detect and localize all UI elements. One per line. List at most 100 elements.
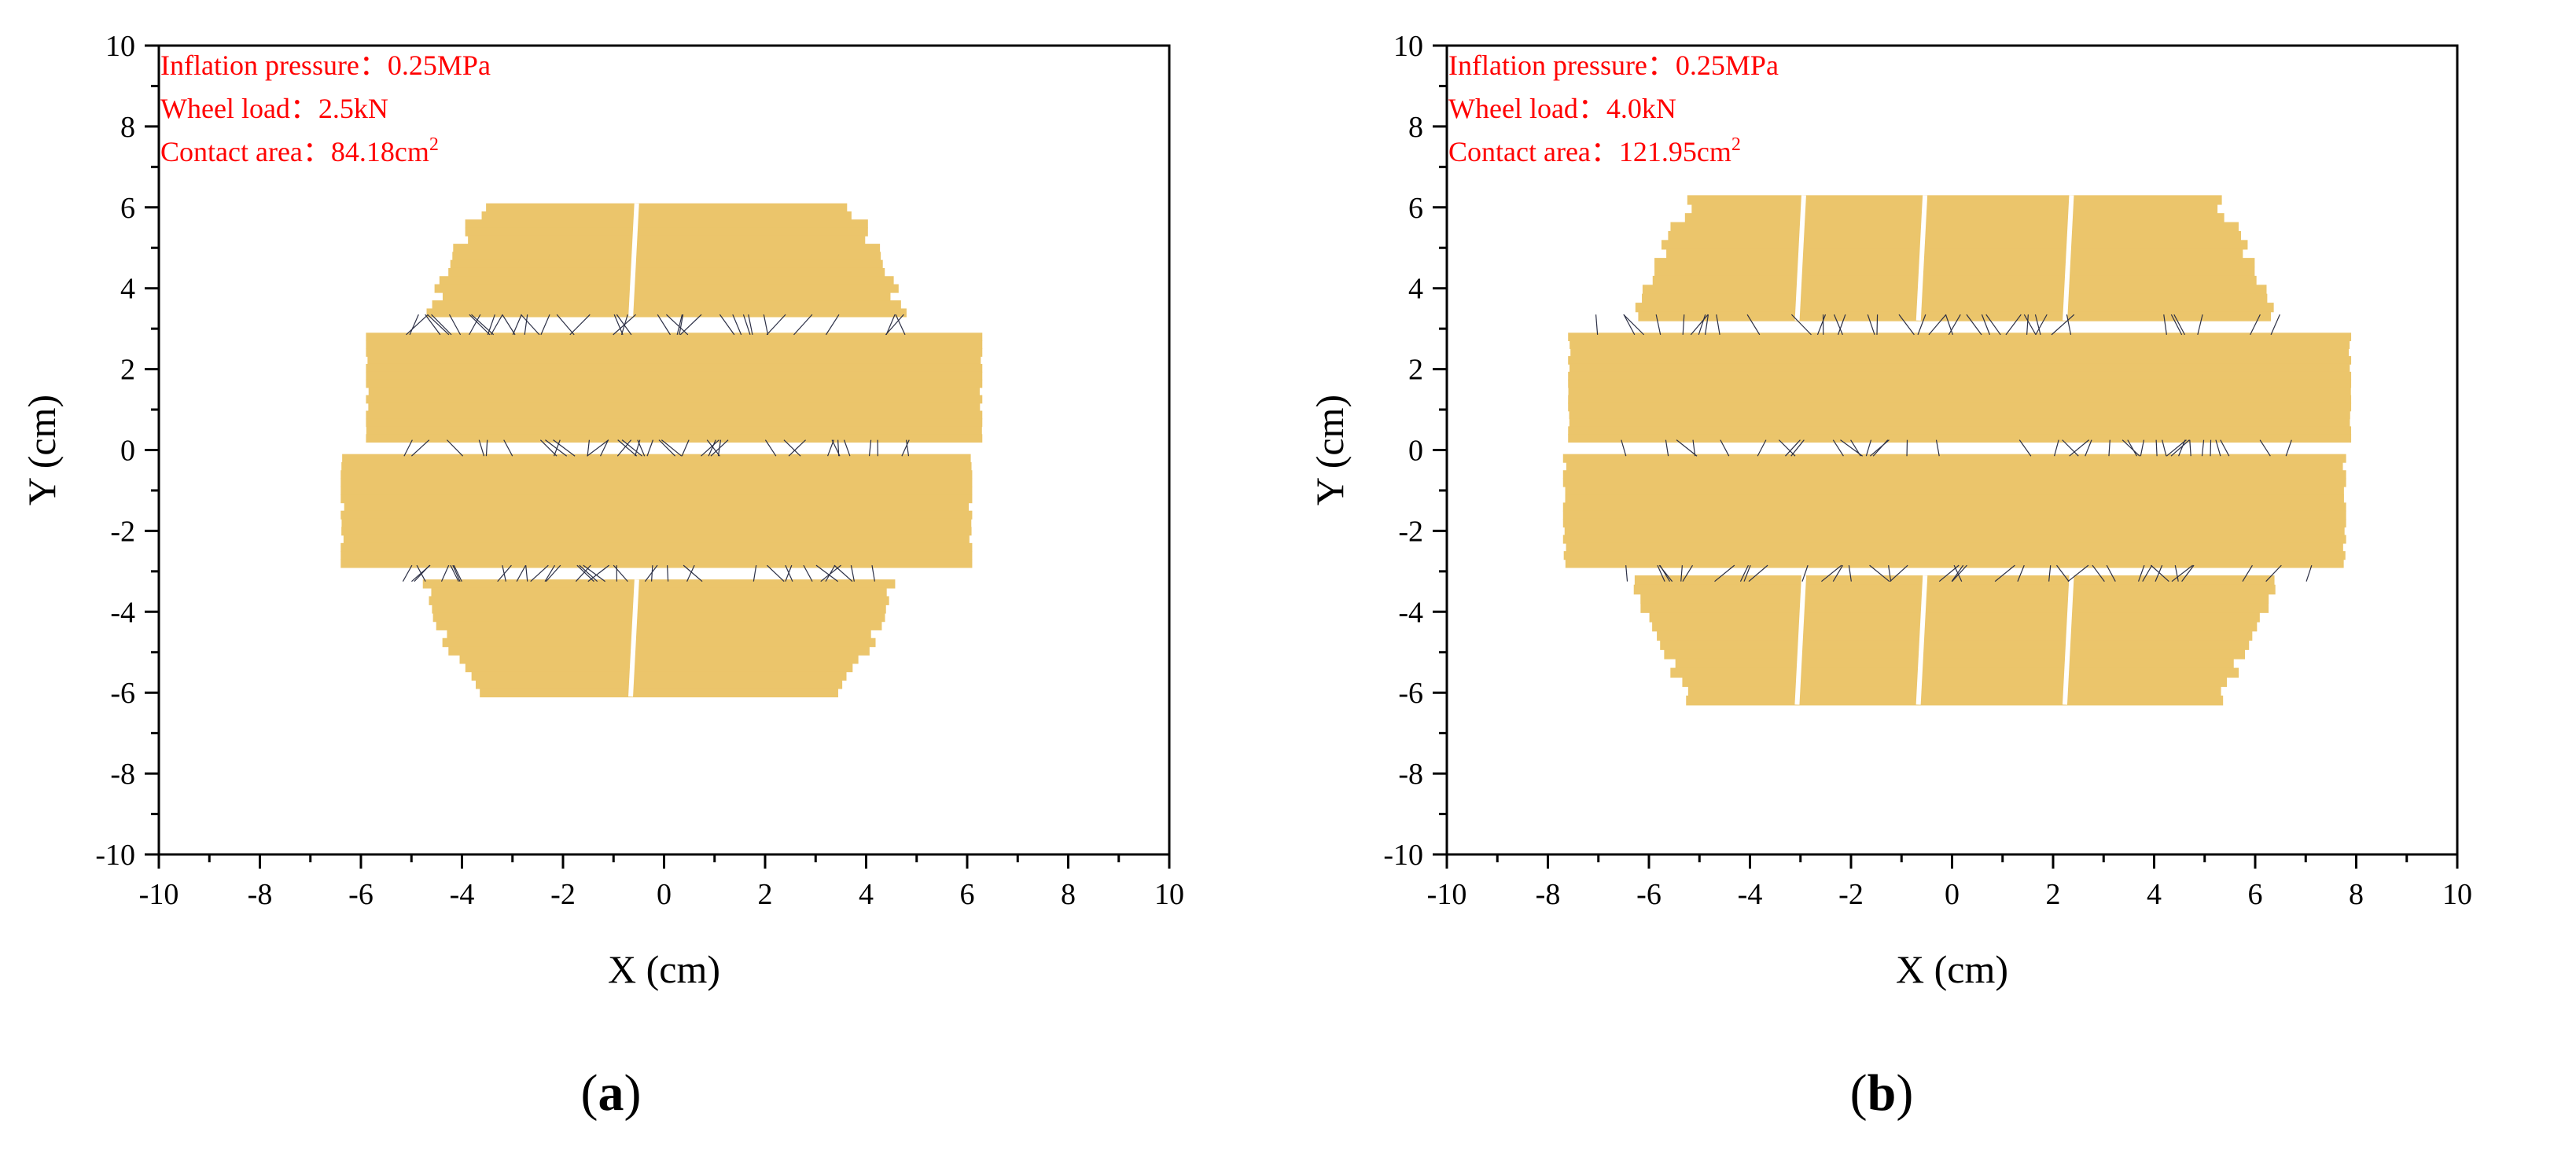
mesh-edge bbox=[766, 314, 786, 336]
contact-patch bbox=[366, 363, 983, 373]
contact-patch bbox=[1660, 640, 2250, 650]
tread-groove bbox=[628, 203, 639, 317]
mesh-edge bbox=[2067, 564, 2089, 582]
mesh-edge bbox=[587, 439, 591, 457]
mesh-edge bbox=[1621, 439, 1627, 457]
mesh-edge bbox=[2035, 314, 2048, 336]
mesh-edge bbox=[2162, 439, 2167, 457]
mesh-edge bbox=[469, 314, 491, 336]
mesh-edge bbox=[868, 439, 872, 457]
mesh-edge bbox=[1623, 314, 1645, 336]
mesh-edge bbox=[764, 439, 777, 457]
mesh-edge bbox=[1657, 564, 1665, 582]
contact-patch bbox=[431, 587, 887, 597]
mesh-edge bbox=[427, 314, 450, 336]
y-tick-label: -8 bbox=[1398, 758, 1423, 791]
mesh-edge bbox=[701, 439, 719, 457]
mesh-edge bbox=[554, 439, 561, 457]
mesh-edge bbox=[2034, 314, 2041, 336]
tread-groove bbox=[2062, 575, 2074, 705]
mesh-edge bbox=[2170, 314, 2183, 336]
mesh-edge bbox=[1665, 439, 1669, 457]
contact-patch bbox=[366, 348, 983, 357]
y-tick-label: -10 bbox=[1383, 839, 1423, 872]
mesh-edge bbox=[644, 564, 658, 582]
contact-patch bbox=[459, 655, 859, 664]
contact-patch bbox=[1638, 311, 2272, 321]
contact-patch bbox=[1654, 258, 2255, 268]
mesh-edge bbox=[1698, 314, 1706, 336]
tread-groove bbox=[2063, 195, 2074, 321]
contact-patch bbox=[439, 276, 894, 285]
contact-patch bbox=[1568, 379, 2352, 388]
panel-label-b: (b) bbox=[1850, 1064, 1914, 1122]
contact-patch bbox=[366, 410, 983, 420]
contact-patch bbox=[1640, 593, 2269, 604]
y-tick-label: -2 bbox=[1398, 515, 1423, 548]
contact-band bbox=[1635, 195, 2274, 321]
mesh-edge bbox=[803, 564, 813, 582]
y-tick-label: 6 bbox=[1408, 192, 1423, 225]
mesh-edge bbox=[2005, 314, 2022, 336]
axes: -10 -8 -6 -4 -2 0 2 4 6 8 10 -10 -8 -6 -4 -2 0 2 4 6 8 10 bbox=[1383, 30, 2472, 911]
contact-patch bbox=[1568, 426, 2352, 435]
mesh-edge bbox=[569, 314, 591, 336]
mesh-edge bbox=[402, 564, 413, 582]
contact-patch bbox=[1682, 677, 2227, 687]
mesh-edge bbox=[487, 314, 495, 336]
contact-band bbox=[1633, 575, 2276, 706]
mesh-edge bbox=[545, 439, 568, 457]
mesh-edge bbox=[719, 314, 735, 336]
tread-groove bbox=[1915, 195, 1928, 321]
mesh-edge bbox=[1790, 314, 1812, 336]
mesh-edge bbox=[2265, 564, 2282, 582]
mesh-edge bbox=[837, 439, 840, 457]
contact-patch bbox=[1664, 649, 2246, 660]
mesh-edge bbox=[1832, 439, 1844, 457]
mesh-edge bbox=[2181, 564, 2195, 582]
contact-patch bbox=[1565, 494, 2344, 504]
y-tick-label: -6 bbox=[1398, 677, 1423, 710]
mesh-edge bbox=[1928, 314, 1947, 336]
x-tick-label: -2 bbox=[550, 878, 576, 911]
x-tick-label: 4 bbox=[859, 878, 874, 911]
mesh-edge bbox=[1785, 439, 1801, 457]
contact-patch bbox=[344, 502, 970, 512]
mesh-edge bbox=[2137, 564, 2145, 582]
mesh-edge bbox=[530, 564, 549, 582]
mesh-edge bbox=[545, 564, 561, 582]
mesh-edge bbox=[2085, 439, 2092, 457]
mesh-edge bbox=[683, 564, 703, 582]
mesh-edge bbox=[1840, 439, 1863, 457]
mesh-edge bbox=[1790, 439, 1805, 457]
mesh-edge bbox=[485, 439, 488, 457]
contact-band bbox=[426, 203, 907, 318]
x-tick-label: 10 bbox=[1154, 878, 1184, 911]
mesh-edge bbox=[2150, 564, 2169, 582]
mesh-edge bbox=[471, 314, 495, 336]
contact-band bbox=[1562, 454, 2346, 568]
contact-band bbox=[1568, 333, 2352, 443]
mesh-edge bbox=[2051, 314, 2075, 336]
contact-patch bbox=[1654, 266, 2255, 277]
contact-patch bbox=[366, 333, 983, 342]
mesh-edge bbox=[2270, 314, 2280, 336]
contact-patch bbox=[481, 211, 852, 221]
contact-patch bbox=[1566, 542, 2343, 552]
contact-patch bbox=[340, 559, 973, 568]
contact-patch bbox=[1569, 363, 2350, 373]
mesh-edge bbox=[666, 314, 689, 336]
mesh-edge bbox=[650, 565, 653, 582]
contact-patch bbox=[480, 688, 838, 698]
mesh-edge bbox=[658, 439, 676, 457]
contact-patch bbox=[340, 542, 973, 552]
mesh-edge bbox=[2142, 564, 2153, 582]
mesh-edge bbox=[783, 439, 801, 457]
mesh-edge bbox=[1994, 564, 2015, 582]
mesh-edge bbox=[1595, 314, 1599, 335]
mesh-edge bbox=[2155, 439, 2158, 457]
mesh-edge bbox=[440, 564, 450, 582]
contact-patch bbox=[1565, 486, 2344, 495]
contact-patch bbox=[341, 461, 972, 472]
mesh-edge bbox=[409, 314, 419, 336]
